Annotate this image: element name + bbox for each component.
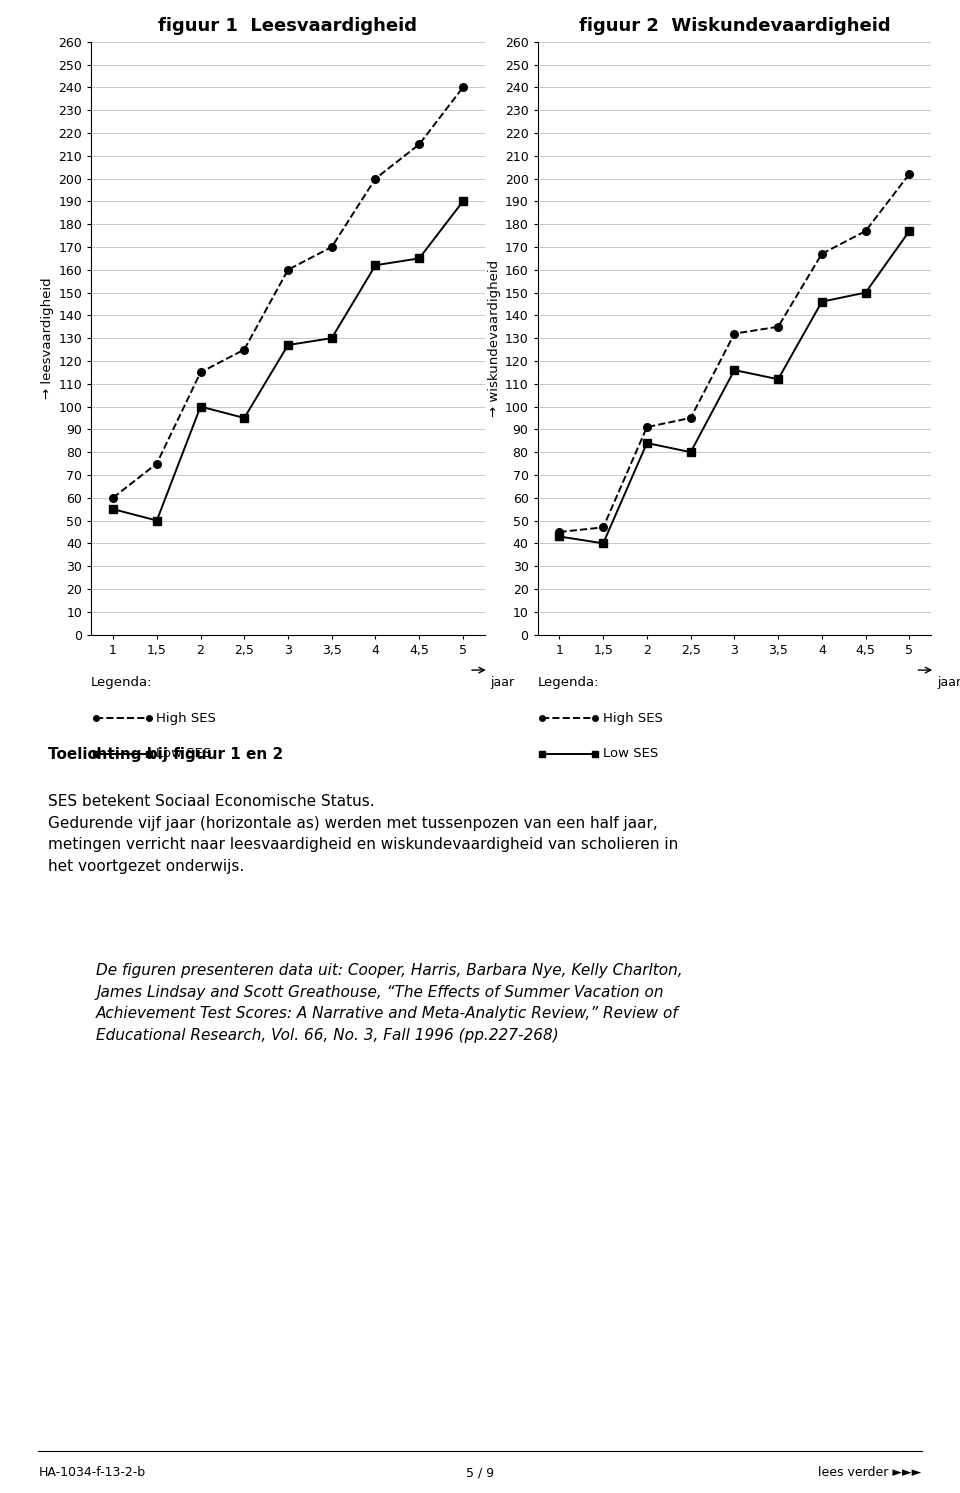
Text: lees verder ►►►: lees verder ►►► [818,1466,922,1480]
Y-axis label: → leesvaardigheid: → leesvaardigheid [41,278,54,399]
Y-axis label: → wiskundevaardigheid: → wiskundevaardigheid [488,260,500,417]
Title: figuur 2  Wiskundevaardigheid: figuur 2 Wiskundevaardigheid [579,16,890,34]
Text: Toelichting bij figuur 1 en 2: Toelichting bij figuur 1 en 2 [48,746,283,761]
Text: jaar: jaar [937,676,960,688]
Text: Legenda:: Legenda: [91,676,153,690]
Title: figuur 1  Leesvaardigheid: figuur 1 Leesvaardigheid [158,16,418,34]
Text: jaar: jaar [491,676,515,688]
Text: Low SES: Low SES [603,748,659,760]
Text: HA-1034-f-13-2-b: HA-1034-f-13-2-b [38,1466,146,1480]
Text: Low SES: Low SES [156,748,212,760]
Text: 5 / 9: 5 / 9 [466,1466,494,1480]
Text: Legenda:: Legenda: [538,676,599,690]
Text: De figuren presenteren data uit: Cooper, Harris, Barbara Nye, Kelly Charlton,
Ja: De figuren presenteren data uit: Cooper,… [96,963,683,1042]
Text: SES betekent Sociaal Economische Status.
Gedurende vijf jaar (horizontale as) we: SES betekent Sociaal Economische Status.… [48,794,679,873]
Text: High SES: High SES [603,712,662,724]
Text: High SES: High SES [156,712,216,724]
